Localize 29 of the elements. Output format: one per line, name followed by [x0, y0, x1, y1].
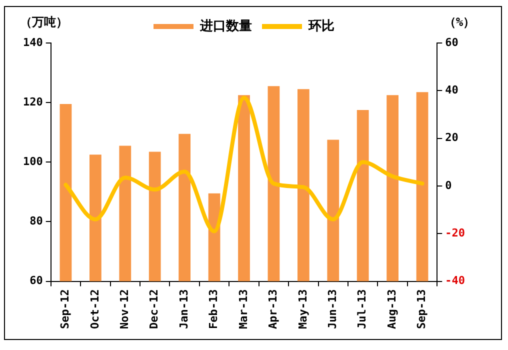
x-tick-label: Apr-13: [266, 289, 280, 330]
y-tick-label: 60: [30, 274, 43, 288]
x-tick-label: Nov-12: [118, 289, 132, 330]
x-tick-label: Jul-13: [356, 289, 369, 330]
x-tick-label: May-13: [296, 289, 310, 330]
y-axis-title: （万吨）: [20, 15, 68, 30]
y-tick-label: 80: [30, 214, 43, 228]
legend-label: 进口数量: [199, 18, 252, 34]
y2-tick-label: 20: [445, 131, 458, 144]
y-tick-label: 120: [22, 95, 43, 108]
x-tick-label: Sep-13: [415, 289, 428, 330]
x-tick-label: Jun-13: [326, 289, 339, 330]
x-tick-label: Mar-13: [236, 289, 250, 330]
line-series: [64, 96, 424, 234]
y2-tick-label: 60: [445, 36, 458, 49]
x-tick-label: Feb-13: [207, 289, 220, 330]
y2-tick-label: 0: [445, 178, 452, 192]
x-tick-label: Dec-12: [148, 289, 161, 330]
y2-tick-label: -40: [445, 274, 466, 288]
x-tick-label: Oct-12: [88, 289, 102, 330]
y-tick-label: 100: [22, 154, 43, 168]
y-tick-label: 140: [22, 36, 43, 49]
x-tick-label: Sep-12: [58, 289, 72, 330]
legend-label: 环比: [308, 18, 334, 34]
y2-tick-label: 40: [445, 84, 458, 97]
y2-axis-title: （%）: [444, 15, 476, 30]
x-tick-label: Aug-13: [385, 289, 398, 330]
x-tick-label: Jan-13: [177, 289, 190, 330]
y2-tick-label: -20: [445, 226, 466, 240]
